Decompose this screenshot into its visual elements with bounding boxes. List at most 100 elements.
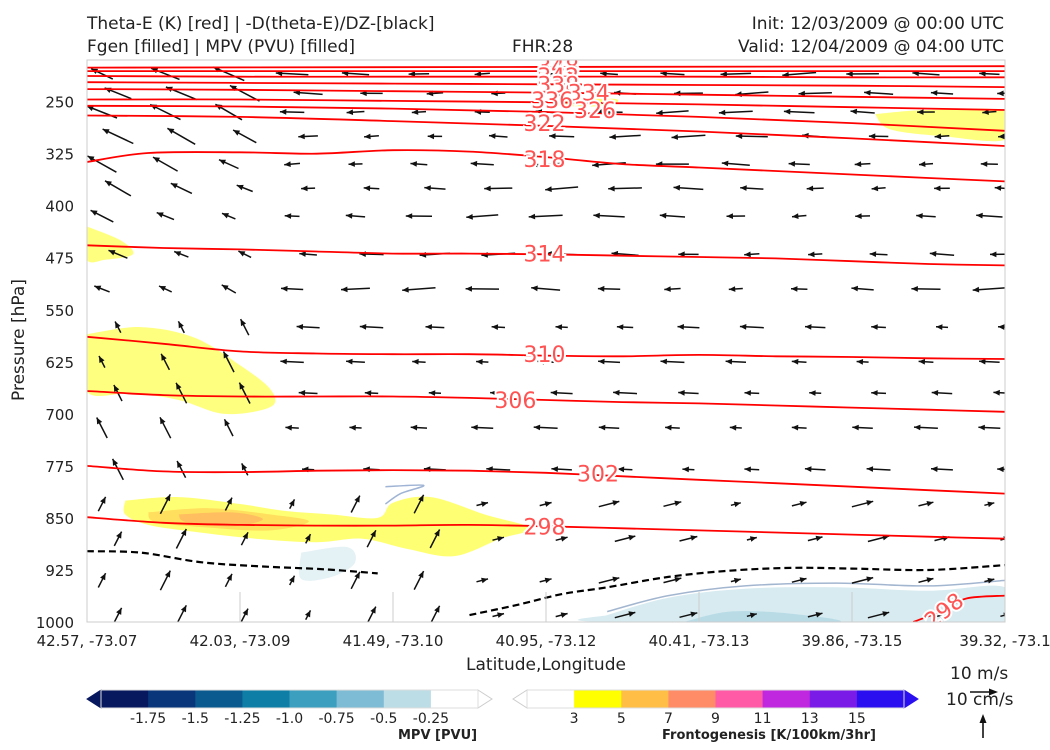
wind-vector	[682, 466, 695, 473]
wind-vector	[746, 536, 757, 542]
wind-vector	[280, 358, 304, 365]
theta-e-label-322: 322	[524, 112, 566, 137]
wind-vector	[804, 466, 826, 472]
wind-vector	[978, 424, 1001, 431]
wind-vector	[305, 533, 312, 544]
y-tick-625: 625	[45, 354, 74, 372]
wind-vector	[678, 390, 699, 396]
y-tick-475: 475	[45, 250, 74, 268]
x-axis-ticks: 42.57, -73.07 42.03, -73.09 41.49, -73.10 4…	[37, 592, 1050, 650]
wind-vector	[855, 213, 871, 219]
theta-e-label-336: 336	[531, 89, 573, 114]
wind-vector	[170, 182, 193, 195]
wind-vector	[349, 424, 362, 431]
wind-vector	[411, 109, 427, 115]
wind-vector	[993, 389, 1005, 396]
x-tick-6: 39.32, -73.1	[959, 632, 1050, 650]
wind-vector	[804, 324, 826, 330]
mpv-contour-line	[607, 579, 1005, 613]
cb-mpv-tick: -0.5	[370, 711, 397, 727]
wind-vector	[167, 127, 196, 145]
wind-vector	[718, 109, 753, 116]
wind-vector	[807, 612, 823, 618]
wind-vector	[679, 611, 698, 619]
wind-vector	[867, 611, 890, 619]
cb-mpv-tick: -0.75	[318, 711, 354, 727]
y-tick-925: 925	[45, 562, 74, 580]
wind-vector	[87, 155, 117, 173]
wind-vector	[609, 134, 641, 140]
wind-vector	[600, 70, 618, 77]
wind-vector	[555, 324, 568, 330]
wind-vector	[175, 528, 187, 549]
wind-vector	[98, 355, 106, 368]
wind-vector	[854, 161, 871, 167]
wind-vector	[720, 71, 752, 77]
wind-vector	[598, 358, 621, 365]
frontogenesis-colorbar: 3 5 7 9 11 13 15	[512, 689, 919, 727]
wind-vector	[665, 424, 680, 431]
wind-vector	[533, 424, 558, 431]
wind-vector	[94, 285, 110, 293]
cb-mpv-swatch	[148, 690, 196, 708]
wind-vector	[725, 358, 747, 365]
wind-vector	[851, 500, 874, 508]
y-tick-700: 700	[45, 406, 74, 424]
theta-e-326	[87, 104, 1005, 132]
title-line-1: Theta-E (K) [red] | -D(theta-E)/DZ-[blac…	[87, 14, 435, 34]
wind-vector	[476, 359, 489, 365]
y-tick-1000: 1000	[36, 614, 74, 632]
wind-vector	[488, 133, 508, 139]
wind-vector	[114, 321, 122, 334]
wind-vector	[997, 90, 1005, 97]
mpv-contour-line	[384, 484, 425, 505]
wind-vector	[976, 212, 1003, 219]
wind-vector	[613, 389, 638, 396]
wind-vector	[871, 390, 887, 396]
wind-vector	[929, 251, 955, 257]
wind-vector	[984, 577, 995, 584]
wind-vector	[980, 161, 998, 167]
wind-vector	[108, 249, 128, 259]
cb-mpv-swatch	[336, 690, 385, 708]
theta-e-338	[87, 81, 1005, 88]
wind-vector	[97, 572, 107, 588]
wind-vector	[934, 612, 950, 618]
cb-fgen-swatch	[668, 690, 716, 708]
wind-vector	[366, 529, 377, 548]
wind-vector	[471, 424, 494, 431]
wind-vector	[236, 184, 253, 193]
wind-vector	[788, 161, 810, 167]
y-tick-850: 850	[45, 510, 74, 528]
wind-vector	[413, 570, 425, 590]
wind-vector	[152, 156, 178, 172]
wind-vector	[350, 571, 361, 590]
shaded-region-2	[683, 611, 841, 622]
wind-vector	[113, 607, 123, 622]
wind-vector	[866, 466, 891, 472]
y-tick-775: 775	[45, 458, 74, 476]
wind-vector	[791, 213, 807, 219]
wind-vector	[476, 501, 489, 507]
wind-vector	[340, 286, 370, 293]
wind-vector	[868, 133, 889, 140]
wind-vector	[465, 286, 500, 292]
wind-vector	[852, 424, 873, 431]
wind-vector	[918, 161, 934, 167]
wind-vector	[113, 531, 123, 547]
theta-e-label-334: 334	[568, 82, 610, 107]
wind-vector	[104, 180, 132, 197]
theta-e-348	[87, 65, 1005, 69]
wind-vector	[280, 285, 304, 292]
wind-vector	[224, 497, 233, 511]
cb-fgen-swatch	[574, 690, 622, 708]
wind-vector	[232, 129, 257, 144]
cb-fgen-swatch	[809, 690, 858, 708]
wind-vector	[598, 500, 620, 508]
theta-e-label-306: 306	[494, 389, 536, 414]
wind-vector	[851, 576, 874, 584]
wind-vector	[598, 576, 620, 584]
wind-vector	[364, 133, 379, 140]
